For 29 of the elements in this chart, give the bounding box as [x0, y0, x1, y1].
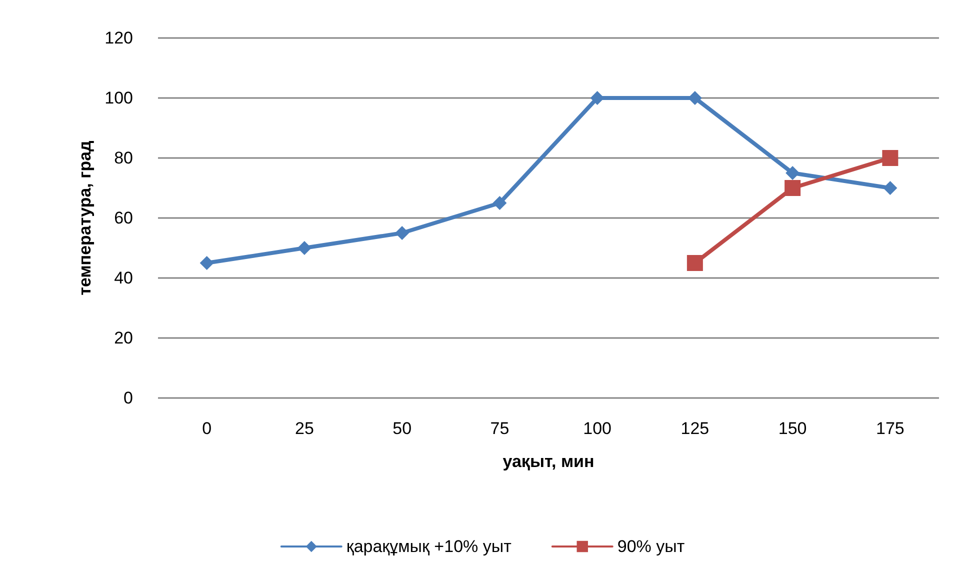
x-tick-label: 0	[202, 419, 212, 438]
point	[297, 241, 312, 255]
x-tick-label: 75	[490, 419, 510, 438]
legend-label: 90% уыт	[617, 537, 685, 556]
point	[200, 256, 214, 270]
x-tick-label: 125	[680, 419, 710, 438]
y-tick-label: 40	[114, 268, 133, 288]
x-tick-label: 50	[392, 419, 412, 438]
point	[590, 91, 604, 105]
point	[786, 166, 800, 180]
x-tick-label: 100	[583, 419, 612, 438]
point	[883, 181, 898, 195]
y-tick-label: 60	[114, 208, 133, 228]
y-tick-label: 120	[104, 28, 133, 48]
y-tick-label: 100	[104, 88, 133, 108]
legend-label: қарақұмық +10% уыт	[346, 537, 512, 556]
x-tick-label: 175	[876, 419, 904, 438]
point	[882, 150, 898, 166]
point	[784, 180, 801, 196]
x-tick-label: 150	[778, 419, 807, 438]
y-tick-label: 80	[114, 148, 133, 168]
point	[395, 226, 410, 240]
y-tick-label: 0	[124, 388, 133, 408]
point	[686, 255, 703, 271]
x-axis-title: уақыт, мин	[502, 452, 594, 471]
x-tick-label: 25	[294, 419, 314, 438]
point	[492, 196, 507, 210]
y-tick-label: 20	[114, 328, 133, 348]
y-axis-title: температура, град	[76, 140, 95, 296]
